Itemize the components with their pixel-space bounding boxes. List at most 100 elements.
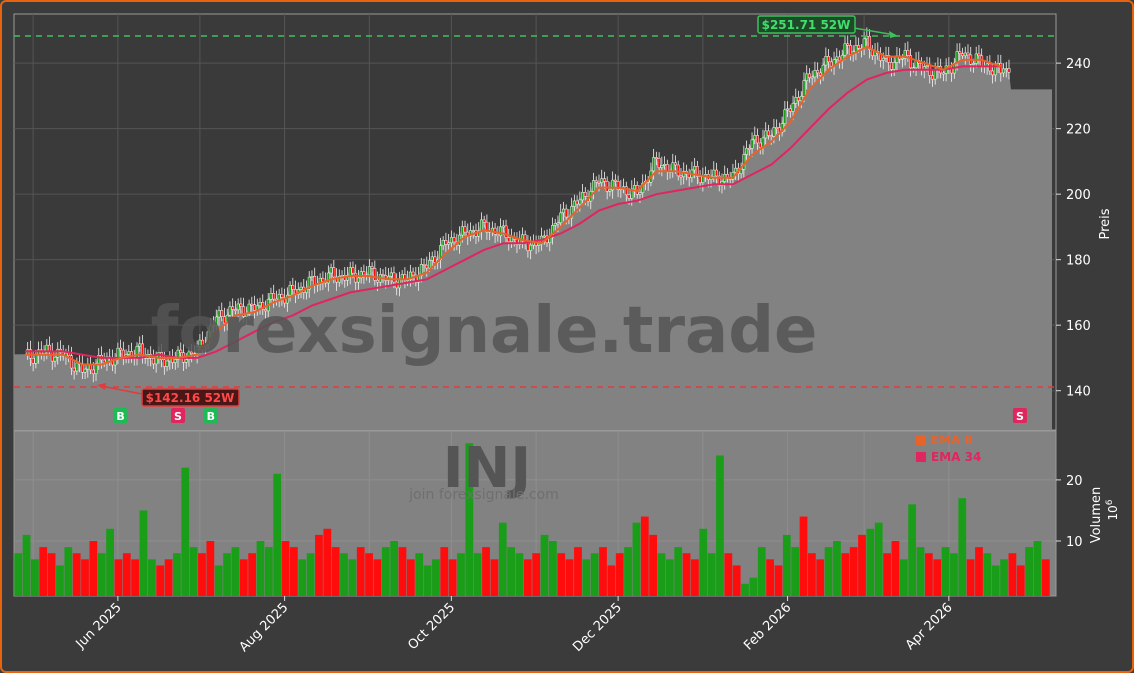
candle-body xyxy=(179,349,183,353)
volume-bar xyxy=(549,541,557,596)
candle-body xyxy=(657,158,661,168)
candle-body xyxy=(264,309,267,312)
candle-body xyxy=(654,157,658,159)
volume-bar xyxy=(1041,559,1050,596)
candle-body xyxy=(887,55,891,63)
high-52w-arrow xyxy=(853,27,896,36)
volume-bar xyxy=(958,498,967,596)
candle-body xyxy=(389,272,393,277)
candle-body xyxy=(791,103,795,112)
price-tick-label-2: 180 xyxy=(1066,254,1091,269)
candle-body xyxy=(452,237,456,243)
candle-body xyxy=(501,225,505,228)
volume-bar xyxy=(490,559,499,596)
volume-unit: 106 xyxy=(1105,499,1120,520)
volume-bar xyxy=(565,559,574,596)
volume-bar xyxy=(983,553,992,596)
candle-body xyxy=(857,45,861,49)
volume-bar xyxy=(122,553,131,596)
candle-body xyxy=(220,310,224,317)
candle-body xyxy=(209,324,213,333)
candle-body xyxy=(712,169,716,177)
volume-bar xyxy=(39,547,48,596)
signal-label-3: S xyxy=(1016,410,1024,423)
volume-bar xyxy=(599,547,607,596)
candle-body xyxy=(447,242,451,245)
candle-body xyxy=(75,362,79,372)
volume-bar xyxy=(724,553,733,596)
volume-bar xyxy=(348,559,357,596)
candle-body xyxy=(764,130,768,139)
candle-body xyxy=(570,206,574,219)
volume-bar xyxy=(975,547,983,596)
candle-body xyxy=(753,135,757,141)
candle-body xyxy=(933,69,937,80)
candle-body xyxy=(988,63,992,72)
candle-body xyxy=(578,199,582,205)
volume-bar xyxy=(256,541,265,596)
candle-body xyxy=(239,303,243,307)
volume-bar xyxy=(808,553,816,596)
candle-body xyxy=(805,73,809,81)
x-tick-label-1: Aug 2025 xyxy=(237,600,292,655)
volume-bar xyxy=(908,504,917,596)
volume-bar xyxy=(866,528,875,596)
high-52w-label-box xyxy=(757,15,856,34)
candle-body xyxy=(931,75,934,80)
volume-bar xyxy=(557,553,566,596)
volume-bar xyxy=(582,559,591,596)
price-tick-label-1: 160 xyxy=(1066,319,1091,334)
candle-body xyxy=(854,45,858,52)
candle-body xyxy=(346,275,349,281)
volume-bar xyxy=(331,547,340,596)
volume-bar xyxy=(665,559,674,596)
candle-body xyxy=(835,56,839,60)
x-tick-label-3: Dec 2025 xyxy=(570,600,625,655)
candle-body xyxy=(280,293,284,298)
candle-body xyxy=(797,97,800,101)
candle-body xyxy=(616,181,620,190)
candle-body xyxy=(838,56,841,62)
candle-body xyxy=(247,303,251,315)
vol-tick-label-1: 20 xyxy=(1066,474,1083,489)
candle-body xyxy=(138,343,142,347)
candle-body xyxy=(715,169,718,177)
candle-body xyxy=(750,139,754,149)
low-52w-label: $142.16 52W xyxy=(146,391,235,405)
price-area xyxy=(14,36,1052,431)
candle-body xyxy=(460,226,464,236)
volume-bar xyxy=(1016,565,1025,596)
volume-bar xyxy=(323,528,332,596)
volume-bar xyxy=(498,522,507,596)
candle-body xyxy=(900,57,904,60)
candle-body xyxy=(772,127,776,137)
candle-body xyxy=(471,230,475,232)
candle-body xyxy=(611,179,615,191)
volume-bar xyxy=(72,553,81,596)
volume-bar xyxy=(248,553,256,596)
candle-body xyxy=(332,267,336,278)
candle-body xyxy=(329,267,333,274)
x-ticks: Jun 2025 Aug 2025 Oct 2025 Dec 2025 Feb 2026… xyxy=(73,596,956,655)
candle-body xyxy=(176,349,180,360)
candle-body xyxy=(408,271,412,280)
candle-body xyxy=(627,194,631,199)
volume-bar xyxy=(924,553,933,596)
candle-body xyxy=(592,180,595,192)
candle-body xyxy=(583,192,587,197)
candle-body xyxy=(310,276,314,278)
candle-body xyxy=(597,181,601,184)
candle-body xyxy=(162,359,166,367)
candle-body xyxy=(119,347,123,351)
x-tick-label-4: Feb 2026 xyxy=(741,600,794,653)
candle-body xyxy=(542,235,546,238)
volume-bar xyxy=(473,553,482,596)
candle-body xyxy=(843,43,847,56)
volume-bar xyxy=(390,541,399,596)
candle-body xyxy=(695,166,699,177)
candle-body xyxy=(633,185,636,190)
candle-body xyxy=(849,45,852,55)
volume-bar xyxy=(674,547,683,596)
volume-bar xyxy=(214,565,223,596)
